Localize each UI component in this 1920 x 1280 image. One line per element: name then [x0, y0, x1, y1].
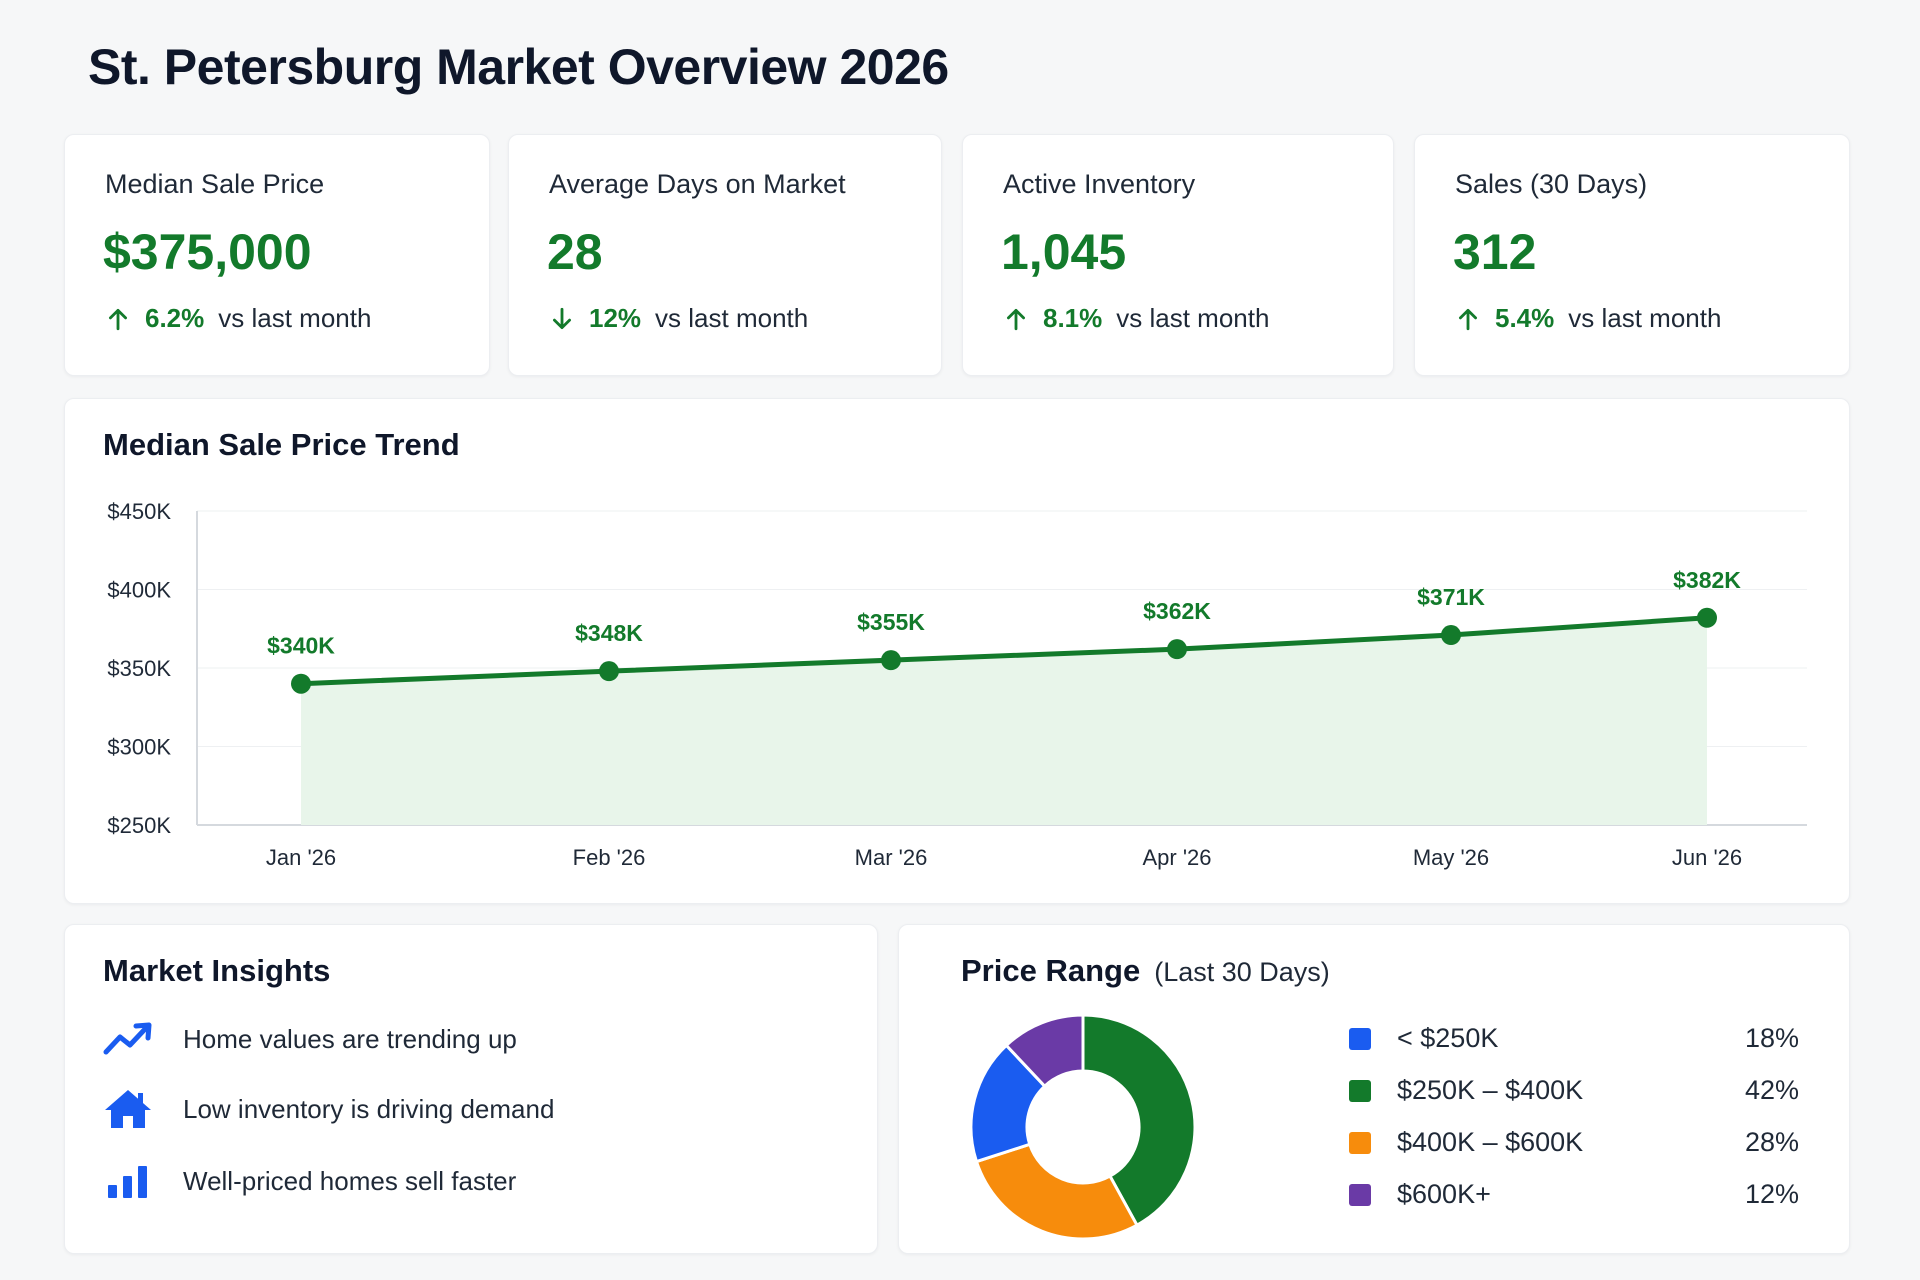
market-insights-card: Market Insights Home values are trending… [64, 924, 878, 1254]
market-insights-title: Market Insights [103, 953, 331, 988]
data-point [599, 661, 619, 682]
kpi-card-sales-30-days: Sales (30 Days) 312 5.4% vs last month [1414, 134, 1850, 376]
kpi-card-median-sale-price: Median Sale Price $375,000 6.2% vs last … [64, 134, 490, 376]
kpi-change-percent: 12% [589, 303, 642, 333]
y-tick-label: $350K [107, 656, 171, 681]
kpi-card-average-days-on-market: Average Days on Market 28 12% vs last mo… [508, 134, 942, 376]
median-sale-price-trend-card: Median Sale Price Trend $450K $400K $350K $… [64, 398, 1850, 904]
kpi-label: Sales (30 Days) [1455, 169, 1648, 199]
y-tick-label: $250K [107, 813, 171, 838]
legend-swatch [1349, 1183, 1371, 1206]
legend-value: 12% [1744, 1179, 1799, 1209]
kpi-value: 28 [547, 224, 603, 280]
kpi-label: Active Inventory [1003, 169, 1196, 199]
data-label: $340K [267, 633, 335, 659]
y-tick-label: $300K [107, 735, 171, 760]
legend-label: $250K – $400K [1397, 1075, 1584, 1105]
arrow-up-icon [109, 308, 127, 330]
kpi-card-active-inventory: Active Inventory 1,045 8.1% vs last mont… [962, 134, 1394, 376]
data-point [291, 673, 311, 694]
kpi-value: $375,000 [103, 224, 312, 280]
kpi-change: 8.1% vs last month [1003, 303, 1269, 334]
data-label: $362K [1143, 598, 1211, 624]
kpi-change: 6.2% vs last month [105, 303, 371, 334]
data-point [881, 650, 901, 671]
legend-value: 42% [1744, 1075, 1799, 1105]
donut-slice [1004, 1013, 1085, 1089]
x-tick-label: Apr '26 [1142, 845, 1211, 870]
data-point [1697, 607, 1717, 628]
trend-chart-title: Median Sale Price Trend [103, 427, 460, 462]
kpi-change-percent: 5.4% [1495, 303, 1555, 333]
kpi-change-percent: 8.1% [1043, 303, 1103, 333]
kpi-label: Median Sale Price [105, 169, 325, 199]
legend-item: < $250K 18% [1349, 1023, 1799, 1054]
x-tick-label: Mar '26 [855, 845, 928, 870]
trending-up-icon [103, 1019, 153, 1059]
kpi-change-suffix: vs last month [1568, 303, 1722, 333]
legend-item: $400K – $600K 28% [1349, 1127, 1799, 1158]
arrow-up-icon [1007, 308, 1025, 330]
kpi-change: 5.4% vs last month [1455, 303, 1721, 334]
price-range-donut-chart [969, 1013, 1197, 1241]
legend-value: 28% [1744, 1127, 1799, 1157]
trend-area-fill [301, 617, 1707, 825]
trend-chart: $450K $400K $350K $300K $250K $340K Jan '26 $34… [107, 499, 1807, 870]
legend-value: 18% [1744, 1023, 1799, 1053]
data-label: $382K [1673, 567, 1741, 593]
insight-text: Home values are trending up [183, 1023, 517, 1054]
data-label: $371K [1417, 584, 1485, 610]
legend-item: $250K – $400K 42% [1349, 1075, 1799, 1106]
price-range-card: Price Range (Last 30 Days) < $250K 18% $… [898, 924, 1850, 1254]
legend-swatch [1349, 1027, 1371, 1050]
donut-slice [974, 1142, 1139, 1241]
insight-item: Home values are trending up [103, 1019, 517, 1059]
insight-text: Low inventory is driving demand [183, 1093, 555, 1124]
legend-label: $600K+ [1397, 1179, 1491, 1209]
legend-item: $600K+ 12% [1349, 1179, 1799, 1210]
x-tick-label: May '26 [1413, 845, 1489, 870]
kpi-change: 12% vs last month [549, 303, 808, 334]
kpi-change-suffix: vs last month [1116, 303, 1270, 333]
legend-swatch [1349, 1079, 1371, 1102]
legend-label: < $250K [1397, 1023, 1499, 1053]
trend-line [300, 615, 1708, 687]
kpi-change-percent: 6.2% [145, 303, 205, 333]
price-range-subtitle: (Last 30 Days) [1154, 957, 1330, 987]
y-tick-label: $450K [107, 499, 171, 524]
donut-slice [1081, 1013, 1197, 1228]
x-tick-label: Jun '26 [1672, 845, 1742, 870]
x-tick-label: Feb '26 [573, 845, 646, 870]
kpi-label: Average Days on Market [549, 169, 846, 199]
data-point [1167, 639, 1187, 660]
bar-chart-icon [103, 1161, 153, 1201]
kpi-change-suffix: vs last month [655, 303, 809, 333]
kpi-value: 1,045 [1001, 224, 1127, 280]
y-tick-label: $400K [107, 578, 171, 603]
page-title: St. Petersburg Market Overview 2026 [88, 39, 949, 95]
kpi-change-suffix: vs last month [218, 303, 372, 333]
house-icon [103, 1089, 153, 1129]
data-label: $355K [857, 609, 925, 635]
data-point [1441, 625, 1461, 646]
insight-item: Low inventory is driving demand [103, 1089, 554, 1129]
x-tick-label: Jan '26 [266, 845, 336, 870]
price-range-title: Price Range (Last 30 Days) [961, 953, 1330, 989]
data-label: $348K [575, 620, 643, 646]
kpi-value: 312 [1453, 224, 1537, 280]
legend-swatch [1349, 1131, 1371, 1154]
insight-item: Well-priced homes sell faster [103, 1161, 516, 1201]
legend-label: $400K – $600K [1397, 1127, 1584, 1157]
arrow-down-icon [553, 307, 571, 329]
price-range-title-text: Price Range [961, 953, 1141, 988]
insight-text: Well-priced homes sell faster [183, 1165, 517, 1196]
arrow-up-icon [1459, 308, 1477, 330]
